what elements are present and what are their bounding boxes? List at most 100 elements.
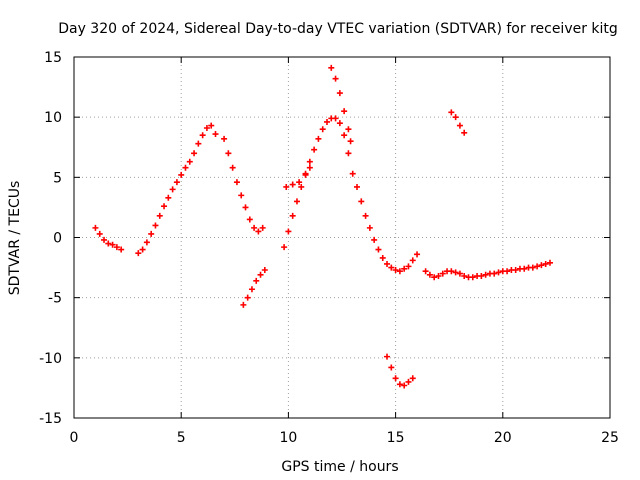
data-point-marker xyxy=(221,135,228,142)
data-point-marker xyxy=(452,269,459,276)
data-point-marker xyxy=(319,126,326,133)
data-point-marker xyxy=(203,124,210,131)
data-point-marker xyxy=(495,269,502,276)
data-point-marker xyxy=(253,277,260,284)
data-point-marker xyxy=(439,270,446,277)
data-point-marker xyxy=(315,135,322,142)
data-point-marker xyxy=(341,108,348,115)
data-point-marker xyxy=(384,260,391,267)
data-point-marker xyxy=(251,224,258,231)
data-point-marker xyxy=(456,122,463,129)
x-tick-label: 5 xyxy=(177,430,186,446)
data-point-marker xyxy=(233,179,240,186)
x-tick-label: 15 xyxy=(387,430,405,446)
data-point-marker xyxy=(469,274,476,281)
data-point-marker xyxy=(311,146,318,153)
data-point-marker xyxy=(452,114,459,121)
data-point-marker xyxy=(186,158,193,165)
data-point-marker xyxy=(358,198,365,205)
x-axis-label: GPS time / hours xyxy=(281,459,398,475)
series-arc-7 xyxy=(328,64,354,145)
data-point-marker xyxy=(504,268,511,275)
data-point-marker xyxy=(255,228,262,235)
data-point-marker xyxy=(92,224,99,231)
data-point-marker xyxy=(173,179,180,186)
data-point-marker xyxy=(143,239,150,246)
data-point-marker xyxy=(156,212,163,219)
grid-lines xyxy=(74,57,610,418)
data-point-marker xyxy=(289,181,296,188)
series-arc-6 xyxy=(283,164,313,190)
data-point-marker xyxy=(306,164,313,171)
x-tick-label: 25 xyxy=(601,430,619,446)
data-point-marker xyxy=(148,230,155,237)
data-point-marker xyxy=(169,186,176,193)
data-point-marker xyxy=(298,183,305,190)
series-arc-4 xyxy=(240,266,268,308)
data-point-marker xyxy=(512,266,519,273)
data-point-marker xyxy=(332,115,339,122)
data-point-marker xyxy=(375,246,382,253)
data-point-marker xyxy=(283,183,290,190)
data-point-marker xyxy=(414,251,421,258)
series-arc-3 xyxy=(221,135,266,235)
data-point-marker xyxy=(379,254,386,261)
data-point-marker xyxy=(491,270,498,277)
data-point-marker xyxy=(336,90,343,97)
data-point-marker xyxy=(323,118,330,125)
data-point-marker xyxy=(388,364,395,371)
data-point-marker xyxy=(259,224,266,231)
data-point-marker xyxy=(345,126,352,133)
y-axis-label: SDTVAR / TECUs xyxy=(7,181,23,296)
data-point-marker xyxy=(456,270,463,277)
data-point-marker xyxy=(347,138,354,145)
data-point-marker xyxy=(482,271,489,278)
data-point-marker xyxy=(431,274,438,281)
data-point-marker xyxy=(96,230,103,237)
data-point-marker xyxy=(529,264,536,271)
data-point-marker xyxy=(349,170,356,177)
data-point-marker xyxy=(396,381,403,388)
y-tick-label: 10 xyxy=(44,110,62,126)
data-point-marker xyxy=(225,150,232,157)
data-point-marker xyxy=(448,268,455,275)
data-point-marker xyxy=(461,129,468,136)
series-arc-11 xyxy=(448,109,468,136)
data-point-marker xyxy=(392,266,399,273)
data-point-marker xyxy=(244,294,251,301)
data-point-marker xyxy=(332,75,339,82)
data-point-marker xyxy=(401,265,408,272)
y-tick-labels: 15 10 5 0 -5 -10 -15 xyxy=(39,50,62,427)
data-point-marker xyxy=(229,164,236,171)
data-point-marker xyxy=(281,244,288,251)
y-tick-label: 5 xyxy=(53,170,62,186)
y-tick-label: -10 xyxy=(39,351,62,367)
data-point-marker xyxy=(538,262,545,269)
data-point-marker xyxy=(242,204,249,211)
data-point-marker xyxy=(396,268,403,275)
x-tick-labels: 0 5 10 15 20 25 xyxy=(70,430,619,446)
x-tick-label: 20 xyxy=(494,430,512,446)
data-point-marker xyxy=(388,264,395,271)
data-point-marker xyxy=(341,132,348,139)
data-point-marker xyxy=(366,224,373,231)
data-point-marker xyxy=(426,271,433,278)
data-point-marker xyxy=(534,263,541,270)
data-point-marker xyxy=(435,273,442,280)
data-point-marker xyxy=(448,109,455,116)
data-point-marker xyxy=(208,122,215,129)
data-point-marker xyxy=(289,212,296,219)
data-points xyxy=(92,64,553,389)
data-point-marker xyxy=(422,268,429,275)
data-point-marker xyxy=(161,203,168,210)
x-tick-label: 10 xyxy=(279,430,297,446)
y-tick-label: 0 xyxy=(53,231,62,247)
series-arc-2 xyxy=(135,122,219,257)
data-point-marker xyxy=(362,212,369,219)
series-arc-8 xyxy=(384,353,416,389)
data-point-marker xyxy=(261,266,268,273)
y-tick-label: 15 xyxy=(44,50,62,66)
data-point-marker xyxy=(371,236,378,243)
y-tick-label: -15 xyxy=(39,411,62,427)
